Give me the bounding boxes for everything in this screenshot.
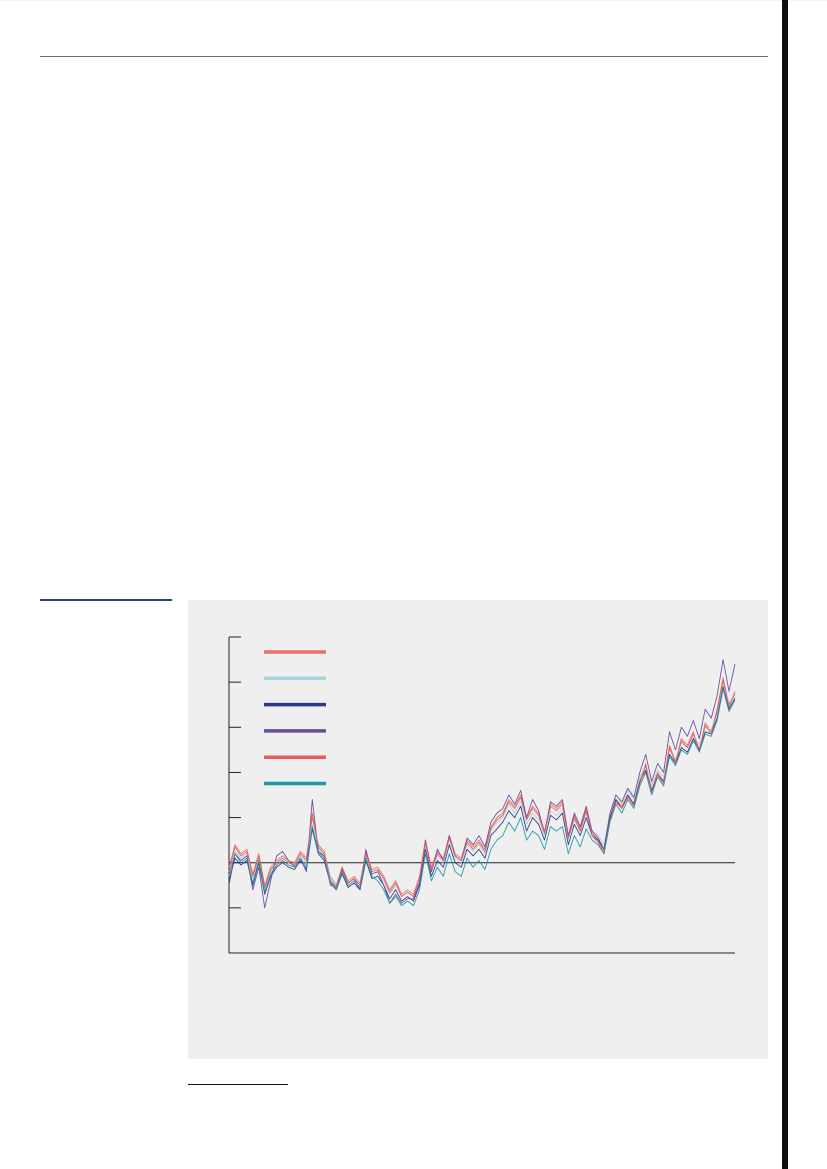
series-line-2 (228, 681, 736, 898)
section-marker-rule (40, 599, 172, 601)
page-top-edge (0, 0, 827, 1)
chart-panel (188, 600, 768, 1059)
series-line-4 (228, 659, 736, 909)
series-line-6 (228, 688, 736, 907)
header-rule (40, 56, 768, 57)
page-edge-bar (782, 0, 788, 1169)
footnote-rule (188, 1084, 288, 1085)
series-line-5 (228, 679, 736, 898)
series-line-1 (228, 677, 736, 895)
line-chart (228, 636, 736, 954)
